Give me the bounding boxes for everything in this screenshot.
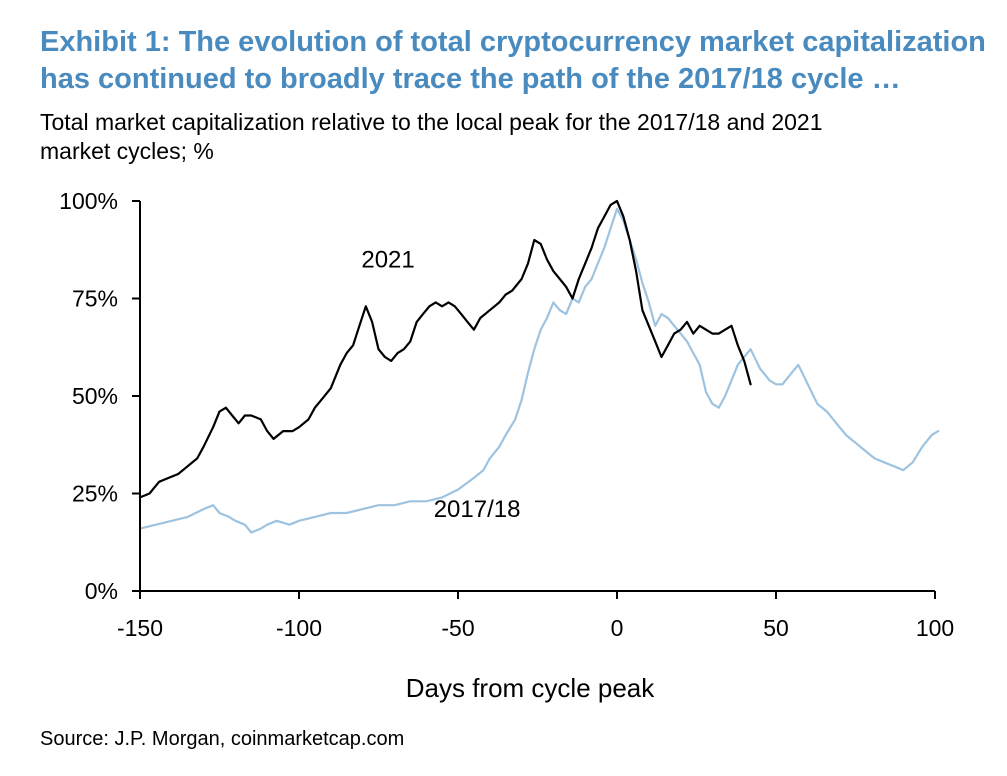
chart-subtitle: Total market capitalization relative to …: [40, 108, 1000, 166]
y-tick-label: 25%: [72, 481, 118, 507]
chart-title-line-2: has continued to broadly trace the path …: [40, 63, 901, 95]
chart-title-line-1: Exhibit 1: The evolution of total crypto…: [40, 26, 986, 58]
y-tick-label: 100%: [59, 188, 118, 214]
y-tick-label: 50%: [72, 383, 118, 409]
x-tick-label: -50: [441, 615, 474, 641]
chart-title: Exhibit 1: The evolution of total crypto…: [40, 24, 1000, 98]
series-label-2021: 2021: [361, 246, 414, 273]
chart-subtitle-line-2: market cycles; %: [40, 138, 214, 164]
x-tick-label: 0: [611, 615, 624, 641]
chart-subtitle-line-1: Total market capitalization relative to …: [40, 109, 823, 135]
y-tick-label: 0%: [85, 578, 118, 604]
x-tick-label: -100: [276, 615, 322, 641]
x-axis-title: Days from cycle peak: [406, 673, 656, 703]
y-tick-label: 75%: [72, 286, 118, 312]
series-line-201718: [138, 207, 940, 534]
source-note: Source: J.P. Morgan, coinmarketcap.com: [40, 728, 405, 750]
series-label-201718: 2017/18: [434, 496, 521, 523]
x-tick-label: 100: [916, 615, 954, 641]
x-tick-label: -150: [117, 615, 163, 641]
x-tick-label: 50: [763, 615, 789, 641]
series-line-2021: [138, 199, 752, 499]
